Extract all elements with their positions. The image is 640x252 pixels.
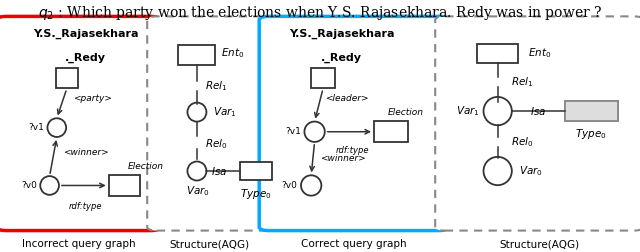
Text: $Type_0$: $Type_0$ bbox=[240, 186, 272, 201]
Ellipse shape bbox=[483, 157, 512, 185]
Bar bbox=[477, 44, 518, 62]
Text: $Var_0$: $Var_0$ bbox=[520, 164, 543, 178]
Text: $Type_0$: $Type_0$ bbox=[575, 127, 607, 141]
Text: $q_2$ : Which party won the elections when Y.S. Rajasekhara. Redy was in power ?: $q_2$ : Which party won the elections wh… bbox=[38, 4, 602, 22]
Text: $Rel_0$: $Rel_0$ bbox=[511, 135, 534, 149]
Text: Y.S._Rajasekhara: Y.S._Rajasekhara bbox=[33, 28, 138, 39]
Bar bbox=[311, 68, 335, 88]
Text: <leader>: <leader> bbox=[324, 94, 368, 103]
Ellipse shape bbox=[188, 162, 207, 180]
Text: $Var_1$: $Var_1$ bbox=[456, 104, 480, 118]
Ellipse shape bbox=[305, 121, 324, 142]
Text: ._Redy: ._Redy bbox=[321, 53, 362, 64]
Text: Election: Election bbox=[388, 108, 424, 117]
Bar bbox=[564, 101, 618, 121]
Text: <winner>: <winner> bbox=[320, 154, 365, 163]
Text: Y.S._Rajasekhara: Y.S._Rajasekhara bbox=[289, 28, 394, 39]
Text: $Rel_1$: $Rel_1$ bbox=[205, 79, 228, 93]
Ellipse shape bbox=[47, 118, 66, 137]
Text: $Ent_0$: $Ent_0$ bbox=[528, 46, 551, 60]
Bar bbox=[179, 45, 216, 65]
Ellipse shape bbox=[40, 176, 59, 195]
Text: $Ent_0$: $Ent_0$ bbox=[221, 46, 244, 60]
Ellipse shape bbox=[483, 97, 512, 125]
Text: Election: Election bbox=[127, 162, 164, 171]
Text: $Isa$: $Isa$ bbox=[530, 105, 547, 117]
Text: <party>: <party> bbox=[72, 94, 111, 103]
Text: $Rel_0$: $Rel_0$ bbox=[205, 137, 228, 151]
Bar bbox=[109, 175, 140, 196]
FancyBboxPatch shape bbox=[435, 16, 640, 231]
Text: $Isa$: $Isa$ bbox=[211, 165, 227, 177]
Text: ?v1: ?v1 bbox=[285, 127, 301, 136]
Text: Correct query graph: Correct query graph bbox=[301, 239, 406, 249]
Text: Incorrect query graph: Incorrect query graph bbox=[22, 239, 135, 249]
Bar bbox=[56, 68, 77, 88]
Ellipse shape bbox=[188, 103, 207, 122]
Text: Structure(AQG): Structure(AQG) bbox=[499, 239, 579, 249]
Text: $Rel_1$: $Rel_1$ bbox=[511, 75, 533, 89]
Text: ?v0: ?v0 bbox=[22, 181, 37, 190]
Ellipse shape bbox=[301, 175, 321, 196]
Text: Structure(AQG): Structure(AQG) bbox=[170, 239, 250, 249]
Text: <winner>: <winner> bbox=[63, 148, 108, 157]
FancyBboxPatch shape bbox=[147, 16, 272, 231]
Bar bbox=[240, 162, 272, 180]
Text: ?v0: ?v0 bbox=[282, 181, 298, 190]
FancyBboxPatch shape bbox=[0, 16, 160, 231]
Text: rdf:type: rdf:type bbox=[336, 146, 369, 155]
Bar bbox=[374, 121, 408, 142]
Text: rdf:type: rdf:type bbox=[69, 202, 102, 211]
Bar bbox=[564, 101, 618, 121]
Text: $Var_0$: $Var_0$ bbox=[186, 185, 210, 198]
FancyBboxPatch shape bbox=[259, 16, 448, 231]
Text: ._Redy: ._Redy bbox=[65, 53, 106, 64]
Text: ?v1: ?v1 bbox=[29, 123, 45, 132]
Text: $Var_1$: $Var_1$ bbox=[212, 105, 236, 119]
